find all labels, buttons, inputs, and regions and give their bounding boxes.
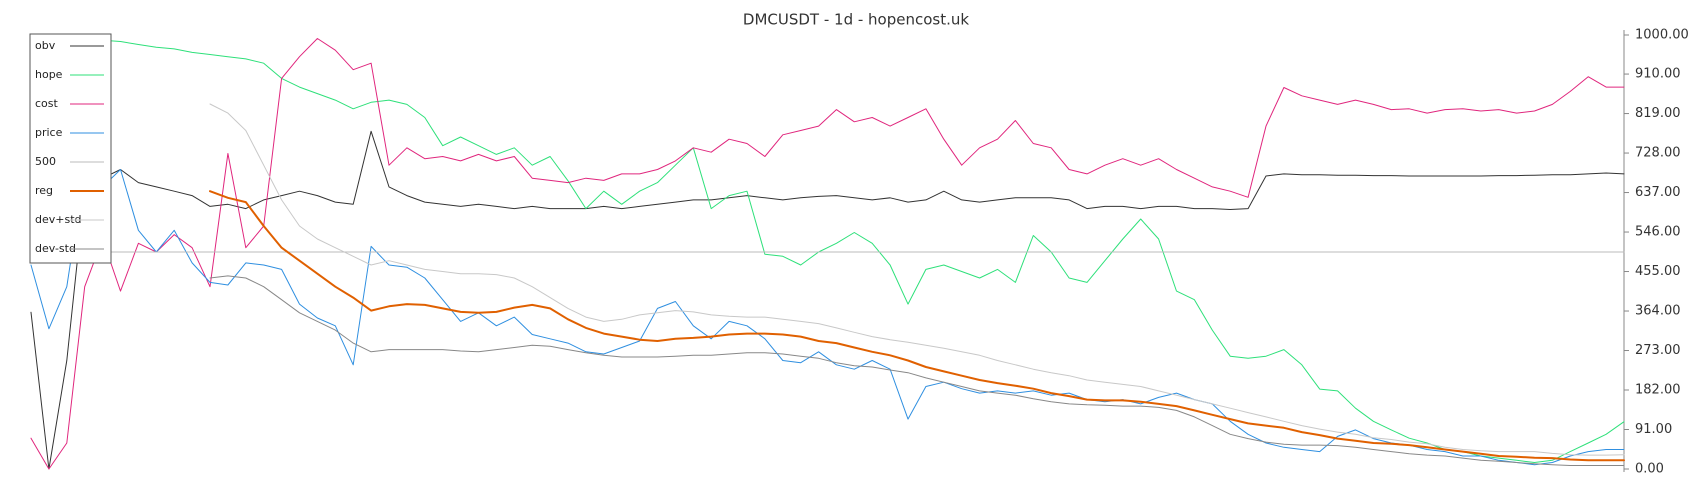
chart-title: DMCUSDT - 1d - hopencost.uk bbox=[743, 11, 969, 29]
legend-label: hope bbox=[35, 68, 63, 81]
y-tick-label: 910.00 bbox=[1635, 67, 1681, 82]
y-tick-label: 182.00 bbox=[1635, 383, 1681, 398]
legend-label: dev-std bbox=[35, 242, 76, 255]
series-line bbox=[209, 103, 1625, 456]
plot-area bbox=[30, 36, 1625, 470]
y-tick-label: 0.00 bbox=[1635, 462, 1664, 477]
y-tick-label: 364.00 bbox=[1635, 304, 1681, 319]
y-tick-label: 273.00 bbox=[1635, 343, 1681, 358]
series-line bbox=[209, 275, 1625, 466]
legend-label: price bbox=[35, 126, 63, 139]
legend-label: dev+std bbox=[35, 213, 82, 226]
y-tick-label: 819.00 bbox=[1635, 106, 1681, 121]
series-line bbox=[30, 169, 1625, 466]
legend-label: cost bbox=[35, 97, 59, 110]
series-line bbox=[30, 36, 1625, 463]
y-tick-label: 637.00 bbox=[1635, 185, 1681, 200]
y-tick-label: 1000.00 bbox=[1635, 28, 1689, 43]
series-line bbox=[30, 130, 1625, 470]
legend-label: reg bbox=[35, 184, 53, 197]
y-tick-label: 546.00 bbox=[1635, 225, 1681, 240]
legend: obv hope cost price 500 reg dev+std dev-std bbox=[29, 33, 112, 264]
series-line bbox=[30, 38, 1625, 470]
y-tick-label: 91.00 bbox=[1635, 422, 1672, 437]
legend-label: 500 bbox=[35, 155, 56, 168]
series-line bbox=[209, 190, 1625, 462]
y-tick-label: 455.00 bbox=[1635, 264, 1681, 279]
legend-label: obv bbox=[35, 39, 56, 52]
legend-box bbox=[29, 33, 112, 264]
y-tick-label: 728.00 bbox=[1635, 146, 1681, 161]
